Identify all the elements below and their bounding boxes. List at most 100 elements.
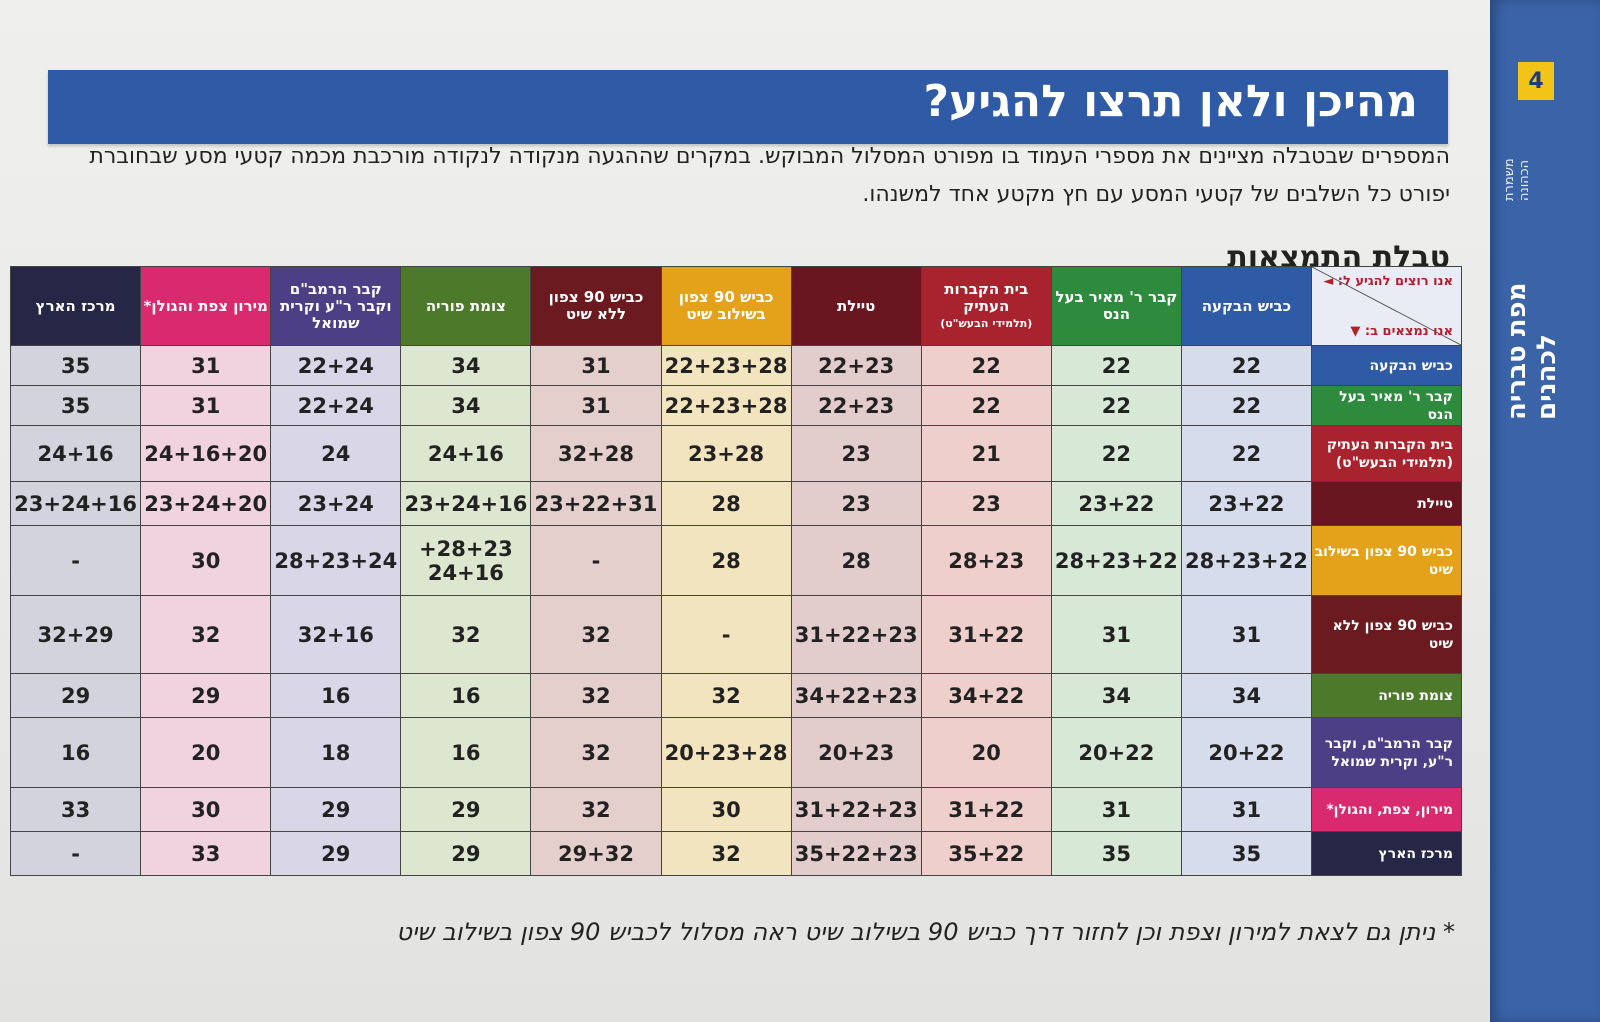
row-header: כביש הבקעה — [1311, 345, 1462, 386]
table-cell: 29 — [400, 787, 532, 832]
table-cell: 31+22+23 — [790, 787, 922, 832]
footnote: * ניתן גם לצאת למירון וצפת וכן לחזור דרך… — [396, 918, 1455, 946]
table-cell: 16 — [400, 717, 532, 788]
table-cell: 34 — [400, 345, 532, 386]
table-cell: 28+23+22 — [1180, 525, 1313, 596]
table-cell: 20+22 — [1180, 717, 1313, 788]
table-cell: 22+24 — [270, 385, 402, 426]
table-cell: 34+22+23 — [790, 673, 922, 718]
table-cell: 23+22+31 — [530, 481, 662, 526]
column-header-label: טיילת — [837, 296, 876, 315]
row-header: מירון, צפת, והגולן* — [1311, 787, 1462, 832]
table-cell: 31 — [1180, 787, 1313, 832]
title-bar: מהיכן ולאן תרצו להגיע? — [48, 70, 1448, 144]
table-row: בית הקברות העתיק (תלמידי הבעש"ט) 22 22 21 23… — [9, 425, 1462, 482]
table-cell: 31+22 — [920, 595, 1052, 674]
table-cell: 22 — [920, 345, 1052, 386]
row-header: בית הקברות העתיק (תלמידי הבעש"ט) — [1311, 425, 1462, 482]
table-cell: 29 — [400, 831, 532, 876]
table-cell: 31 — [1050, 787, 1182, 832]
column-header-label: צומת פוריה — [425, 296, 506, 315]
table-cell: 22+23+28 — [660, 385, 792, 426]
column-header-label: מרכז הארץ — [35, 296, 116, 315]
table-cell: 16 — [9, 717, 142, 788]
table-cell: - — [530, 525, 662, 596]
table-cell: 23 — [790, 481, 922, 526]
column-header: מירון צפת והגולן* — [140, 266, 272, 346]
table-cell: 22 — [1050, 425, 1182, 482]
table-cell: 33 — [140, 831, 272, 876]
table-cell: 22 — [1180, 385, 1313, 426]
table-cell: 32 — [530, 595, 662, 674]
row-header: כביש 90 צפון בשילוב שיט — [1311, 525, 1462, 596]
table-cell: 31 — [140, 385, 272, 426]
table-row: כביש 90 צפון בשילוב שיט 28+23+22 28+23+22 2… — [9, 525, 1462, 596]
table-cell: 22 — [1050, 345, 1182, 386]
table-cell: 32+29 — [9, 595, 142, 674]
table-cell: 30 — [660, 787, 792, 832]
table-cell: 31 — [530, 345, 662, 386]
row-header: צומת פוריה — [1311, 673, 1462, 718]
table-cell: 30 — [140, 787, 272, 832]
table-row: טיילת 23+22 23+22 23 23 28 23+22+31 23+24+16 23+… — [9, 481, 1462, 526]
column-header-label: בית הקברות העתיק — [944, 279, 1029, 315]
table-cell: 32 — [530, 717, 662, 788]
table-cell: 22+23+28 — [660, 345, 792, 386]
row-header: טיילת — [1311, 481, 1462, 526]
table-cell: 29 — [270, 787, 402, 832]
page-number: 4 — [1518, 62, 1554, 100]
table-cell: 32 — [660, 831, 792, 876]
table-cell: 22+23 — [790, 385, 922, 426]
intro-paragraph: המספרים שבטבלה מציינים את מספרי העמוד בו… — [89, 144, 1450, 207]
corner-from-label: אנו נמצאים ב: ▼ — [1350, 324, 1453, 339]
table-cell: 20 — [140, 717, 272, 788]
table-cell: 20+23 — [790, 717, 922, 788]
table-cell: 22+23 — [790, 345, 922, 386]
column-header: כביש 90 צפון בשילוב שיט — [660, 266, 792, 346]
table-cell: 29 — [9, 673, 142, 718]
column-header-label: כביש הבקעה — [1201, 296, 1292, 315]
table-cell: 31+22 — [920, 787, 1052, 832]
column-header: טיילת — [790, 266, 922, 346]
table-cell: 28 — [790, 525, 922, 596]
table-row: מרכז הארץ 35 35 35+22 35+22+23 32 29+32 29 29 33- — [9, 831, 1462, 876]
table-cell: 28 — [660, 481, 792, 526]
table-cell: 31 — [530, 385, 662, 426]
table-cell: 28+23 — [920, 525, 1052, 596]
table-cell: 23 — [790, 425, 922, 482]
table-cell: 22+24 — [270, 345, 402, 386]
row-header: קבר ר' מאיר בעל הנס — [1311, 385, 1462, 426]
table-cell: 23+24 — [270, 481, 402, 526]
table-cell: 31 — [1180, 595, 1313, 674]
table-cell: 32 — [140, 595, 272, 674]
column-header: מרכז הארץ — [9, 266, 142, 346]
table-cell: 32 — [660, 673, 792, 718]
table-cell: - — [660, 595, 792, 674]
table-cell: 23+24+20 — [140, 481, 272, 526]
table-corner: אנו רוצים להגיע ל: ◄ אנו נמצאים ב: ▼ — [1311, 266, 1462, 346]
table-row: כביש הבקעה 22 22 22 22+23 22+23+28 31 34 22+24 31… — [9, 345, 1462, 386]
table-cell: 31 — [1050, 595, 1182, 674]
table-cell: 29+32 — [530, 831, 662, 876]
table-row: כביש 90 צפון ללא שיט 31 31 31+22 31+22+23-32… — [9, 595, 1462, 674]
table-row: קבר הרמב"ם, וקבר ר"ע, וקרית שמואל 20+22 20… — [9, 717, 1462, 788]
table-body: כביש הבקעה 22 22 22 22+23 22+23+28 31 34 22+24 31… — [9, 345, 1462, 876]
table-cell: 29 — [140, 673, 272, 718]
table-cell: 23+24+16 — [400, 481, 532, 526]
column-header: צומת פוריה — [400, 266, 532, 346]
table-cell: 35 — [1180, 831, 1313, 876]
table-cell: 23+22 — [1050, 481, 1182, 526]
orientation-table: אנו רוצים להגיע ל: ◄ אנו נמצאים ב: ▼ כבי… — [9, 266, 1462, 876]
table-cell: 24+16+20 — [140, 425, 272, 482]
table-cell: 16 — [400, 673, 532, 718]
table-cell: 21 — [920, 425, 1052, 482]
table-cell: 34 — [1180, 673, 1313, 718]
table-cell: 32 — [400, 595, 532, 674]
table-cell: 31 — [140, 345, 272, 386]
table-cell: 22 — [920, 385, 1052, 426]
table-cell: 28+23+22 — [1050, 525, 1182, 596]
side-text: מפת טבריה לכהנים משמרת הכהונה — [1502, 120, 1582, 420]
column-header: בית הקברות העתיק (תלמידי הבעש"ט) — [920, 266, 1052, 346]
column-header-label: מירון צפת והגולן* — [143, 296, 268, 315]
table-cell: 22 — [1050, 385, 1182, 426]
